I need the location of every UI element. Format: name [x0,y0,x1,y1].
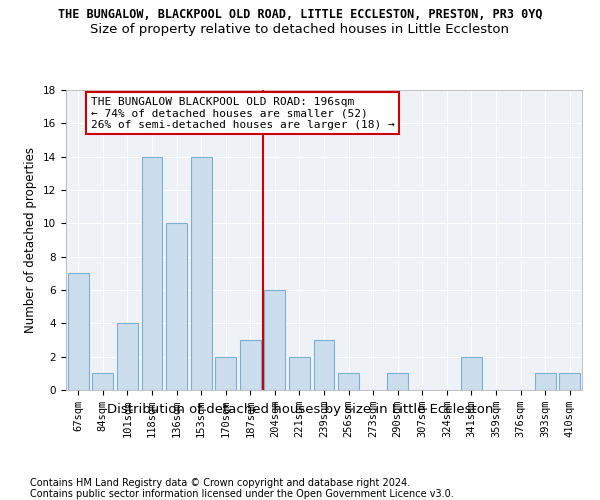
Bar [387,374,408,390]
Text: THE BUNGALOW BLACKPOOL OLD ROAD: 196sqm
← 74% of detached houses are smaller (52: THE BUNGALOW BLACKPOOL OLD ROAD: 196sqm … [91,96,394,130]
Bar [289,356,310,390]
Bar [461,356,482,390]
Text: THE BUNGALOW, BLACKPOOL OLD ROAD, LITTLE ECCLESTON, PRESTON, PR3 0YQ: THE BUNGALOW, BLACKPOOL OLD ROAD, LITTLE… [58,8,542,20]
Text: Size of property relative to detached houses in Little Eccleston: Size of property relative to detached ho… [91,22,509,36]
Bar [215,356,236,390]
Bar [314,340,334,390]
Bar [92,374,113,390]
Bar [265,290,286,390]
Bar [117,324,138,390]
Text: Distribution of detached houses by size in Little Eccleston: Distribution of detached houses by size … [107,402,493,415]
Bar [240,340,261,390]
Text: Contains public sector information licensed under the Open Government Licence v3: Contains public sector information licen… [30,489,454,499]
Bar [535,374,556,390]
Bar [142,156,163,390]
Y-axis label: Number of detached properties: Number of detached properties [25,147,37,333]
Bar [68,274,89,390]
Bar [166,224,187,390]
Bar [338,374,359,390]
Bar [191,156,212,390]
Text: Contains HM Land Registry data © Crown copyright and database right 2024.: Contains HM Land Registry data © Crown c… [30,478,410,488]
Bar [559,374,580,390]
